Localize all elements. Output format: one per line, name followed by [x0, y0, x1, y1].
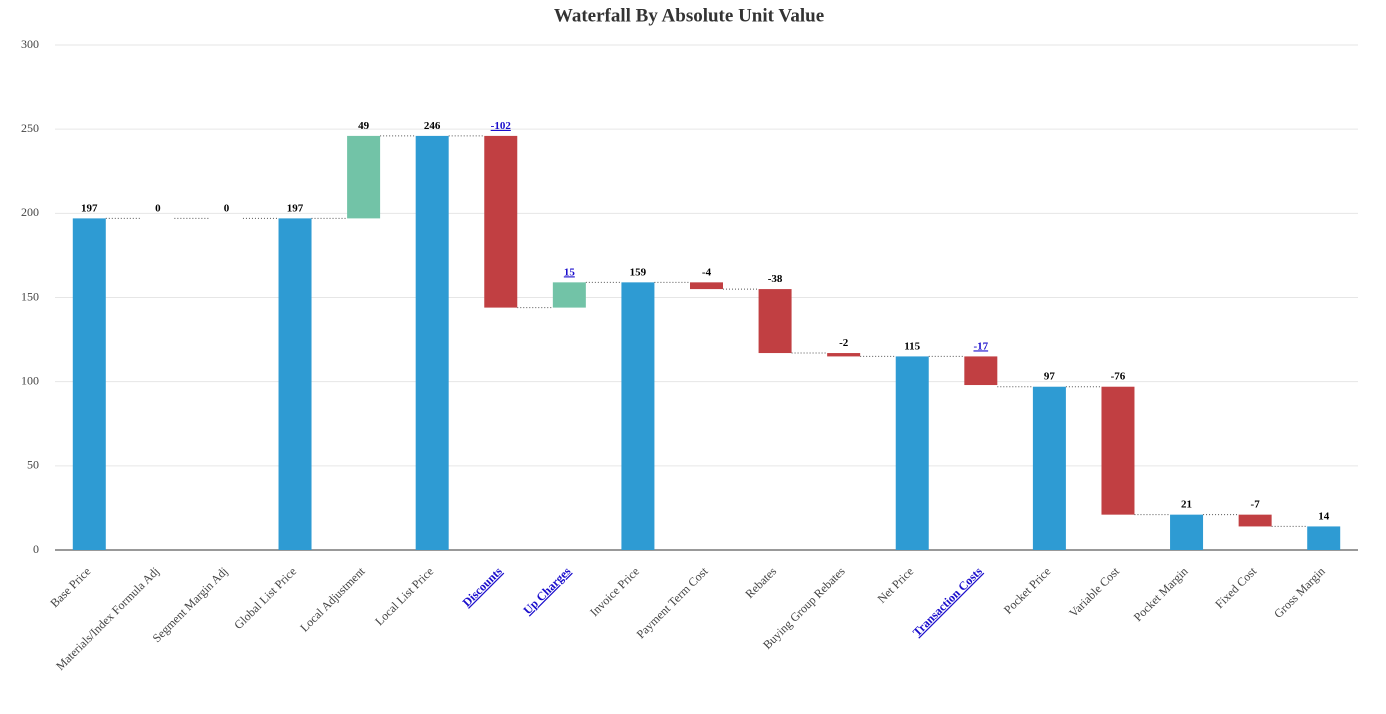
y-tick-label: 50 [27, 458, 39, 472]
value-label: -17 [973, 340, 988, 352]
y-tick-label: 250 [21, 121, 39, 135]
x-tick-label: Base Price [47, 564, 93, 610]
value-label: -7 [1251, 499, 1261, 511]
value-label: 14 [1318, 510, 1330, 522]
y-tick-label: 200 [21, 205, 39, 219]
bar [415, 135, 449, 550]
value-label: 0 [155, 202, 161, 214]
x-tick-label: Variable Cost [1066, 564, 1122, 620]
x-tick-label: Local Adjustment [297, 564, 368, 635]
y-tick-label: 300 [21, 37, 39, 51]
value-label: 197 [287, 202, 304, 214]
x-tick-label: Fixed Cost [1212, 564, 1259, 611]
y-tick-label: 0 [33, 542, 39, 556]
value-label: 246 [424, 120, 441, 132]
x-tick-label: Rebates [742, 564, 779, 601]
bar [895, 356, 929, 550]
bar [964, 356, 998, 386]
x-tick-label[interactable]: Up Charges [520, 564, 573, 617]
x-tick-label: Segment Margin Adj [150, 564, 231, 645]
bar [484, 135, 518, 308]
value-label: -4 [702, 266, 712, 278]
bar [690, 282, 723, 290]
value-label: 97 [1044, 371, 1056, 383]
bar [827, 353, 861, 357]
bar [1238, 514, 1272, 527]
bar [72, 218, 106, 550]
x-tick-label: Pocket Margin [1131, 564, 1191, 624]
value-label: 115 [904, 340, 920, 352]
chart-title: Waterfall By Absolute Unit Value [554, 5, 824, 26]
bar [758, 289, 792, 354]
bar [1101, 386, 1135, 515]
value-label: 49 [358, 120, 370, 132]
bar [621, 282, 655, 550]
x-tick-label[interactable]: Discounts [460, 564, 505, 609]
value-label: -76 [1111, 371, 1126, 383]
value-label: 21 [1181, 499, 1192, 511]
value-label: 159 [630, 266, 647, 278]
value-label: -38 [768, 273, 783, 285]
y-tick-label: 150 [21, 289, 39, 303]
bar [347, 135, 381, 219]
x-tick-label: Gross Margin [1271, 564, 1328, 621]
x-tick-label: Invoice Price [587, 564, 642, 619]
bar [1032, 386, 1066, 550]
value-label: -102 [491, 120, 512, 132]
y-tick-label: 100 [21, 373, 39, 387]
bar [1170, 514, 1204, 550]
bar [552, 282, 586, 308]
value-label: 15 [564, 266, 576, 278]
value-label: -2 [839, 337, 849, 349]
value-label: 0 [224, 202, 230, 214]
x-tick-label: Net Price [875, 564, 917, 606]
x-tick-label: Local List Price [372, 564, 436, 628]
bar [1307, 526, 1341, 550]
x-tick-label: Global List Price [231, 564, 299, 632]
value-label: 197 [81, 202, 98, 214]
bar [278, 218, 312, 550]
x-tick-label[interactable]: Transaction Costs [910, 564, 985, 639]
x-tick-label: Payment Term Cost [634, 564, 711, 641]
x-tick-label: Pocket Price [1001, 564, 1054, 617]
